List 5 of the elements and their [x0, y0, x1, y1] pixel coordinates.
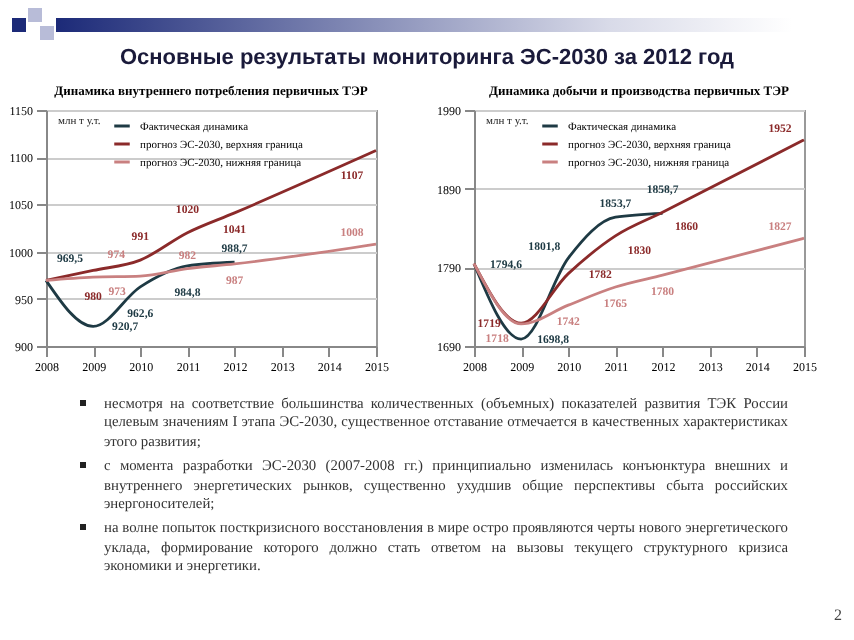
line-series [472, 236, 806, 326]
text: Основные результаты мониторинга ЭС-2030 за 2012 год [117, 46, 737, 70]
line-series [44, 242, 378, 282]
line-series [44, 149, 378, 282]
text: 2 [834, 606, 842, 624]
